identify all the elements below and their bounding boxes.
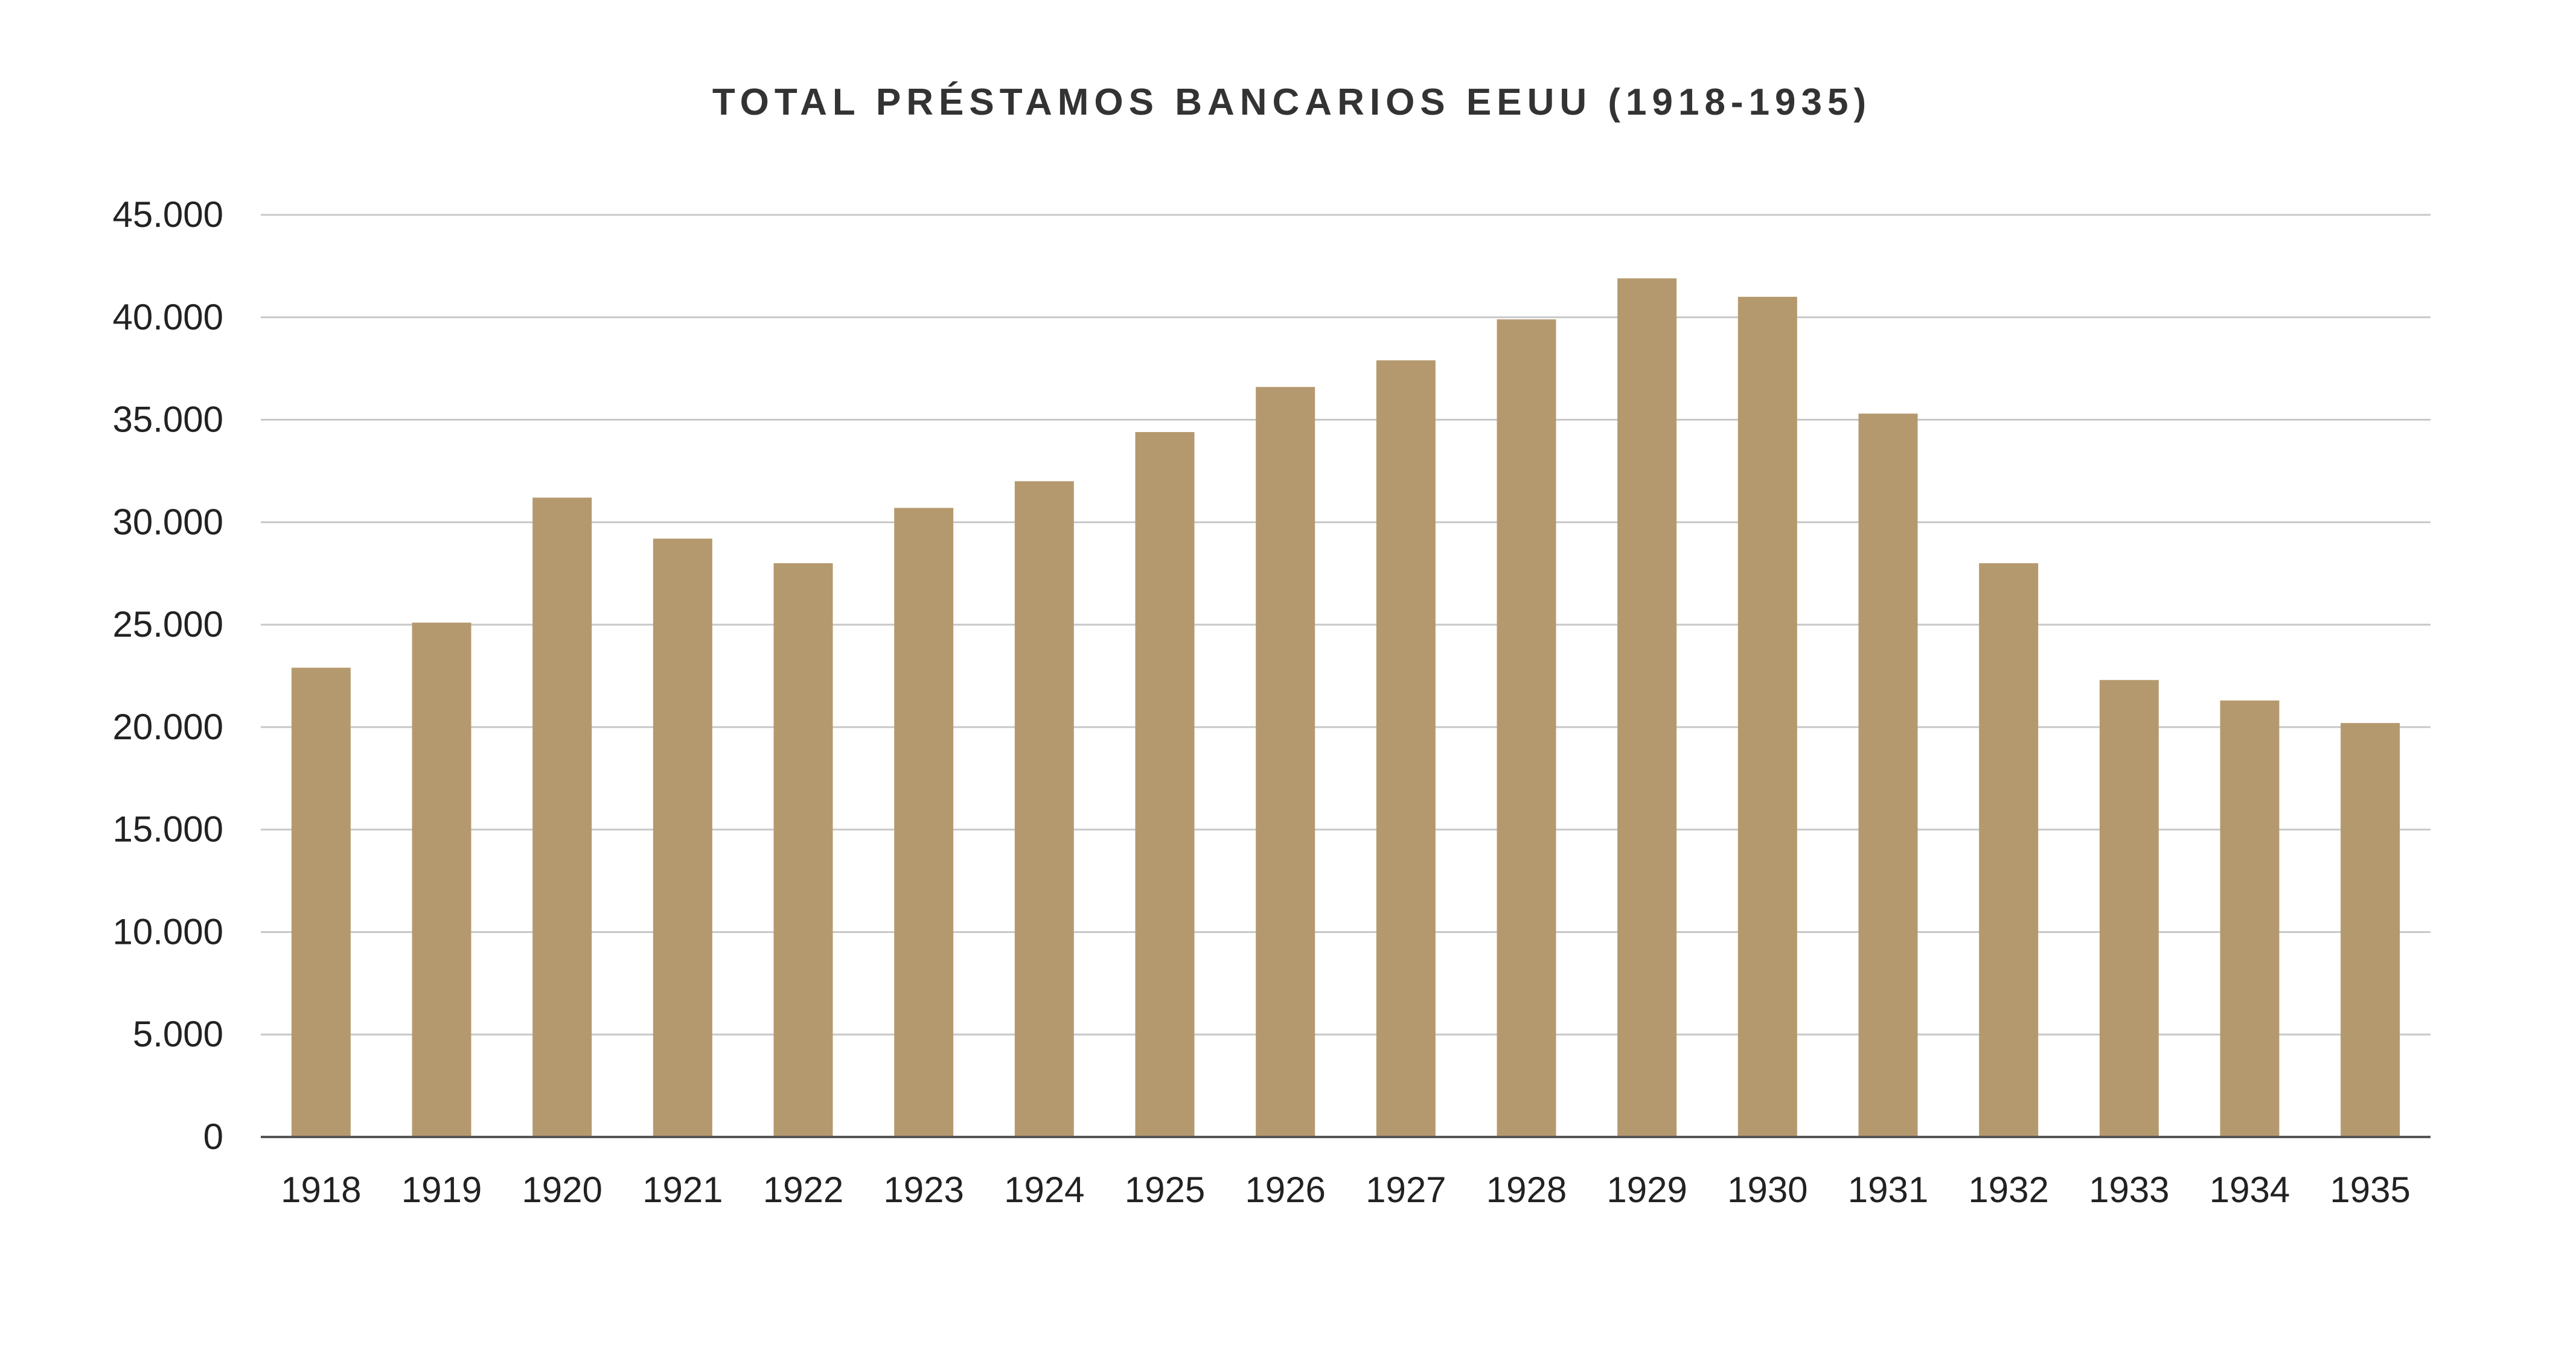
x-tick-label: 1919 (401, 1170, 482, 1210)
bar-1926 (1256, 387, 1315, 1137)
y-tick-label: 35.000 (112, 400, 223, 440)
x-tick-label: 1929 (1606, 1170, 1687, 1210)
bar-1919 (412, 622, 471, 1137)
bar-1925 (1135, 431, 1195, 1137)
bar-1924 (1014, 481, 1074, 1137)
y-axis-tick-labels: 0 5.000 10.000 15.000 20.000 25.000 30.000 35.0… (112, 194, 223, 1157)
x-tick-label: 1932 (1968, 1170, 2048, 1210)
bar-1922 (773, 563, 833, 1137)
y-tick-label: 20.000 (112, 707, 223, 747)
bar-1932 (1979, 563, 2039, 1137)
x-tick-label: 1918 (281, 1170, 361, 1210)
gridlines (261, 214, 2431, 1036)
y-tick-label: 30.000 (112, 501, 223, 542)
y-tick-label: 45.000 (112, 194, 223, 235)
x-axis-tick-labels: 1918 1919 1920 1921 1922 1923 1924 1925 1926 1927… (281, 1170, 2411, 1210)
bar-1928 (1497, 319, 1556, 1137)
bar-1935 (2341, 723, 2400, 1137)
x-tick-label: 1922 (763, 1170, 843, 1210)
y-tick-label: 0 (203, 1116, 223, 1157)
bar-1930 (1737, 296, 1797, 1137)
x-tick-label: 1925 (1125, 1170, 1205, 1210)
x-tick-label: 1927 (1366, 1170, 1446, 1210)
x-tick-label: 1921 (642, 1170, 723, 1210)
bar-1920 (532, 497, 592, 1137)
bar-1927 (1376, 360, 1436, 1137)
bar-1933 (2099, 680, 2159, 1137)
bar-1923 (894, 508, 954, 1137)
bar-1918 (291, 667, 351, 1137)
y-tick-label: 40.000 (112, 297, 223, 337)
x-tick-label: 1935 (2330, 1170, 2410, 1210)
bar-1934 (2220, 700, 2280, 1137)
y-tick-label: 5.000 (133, 1014, 223, 1054)
x-tick-label: 1930 (1727, 1170, 1807, 1210)
x-tick-label: 1933 (2089, 1170, 2169, 1210)
y-tick-label: 15.000 (112, 809, 223, 850)
y-tick-label: 25.000 (112, 604, 223, 645)
x-tick-label: 1924 (1004, 1170, 1084, 1210)
chart-title: TOTAL PRÉSTAMOS BANCARIOS EEUU (1918-193… (712, 81, 1871, 123)
x-tick-label: 1923 (883, 1170, 964, 1210)
bar-1921 (653, 538, 712, 1137)
bars (291, 278, 2400, 1137)
x-tick-label: 1931 (1848, 1170, 1928, 1210)
x-tick-label: 1926 (1245, 1170, 1325, 1210)
bar-1929 (1617, 278, 1677, 1137)
bar-1931 (1858, 413, 1918, 1137)
y-tick-label: 10.000 (112, 911, 223, 952)
x-tick-label: 1920 (522, 1170, 602, 1210)
x-tick-label: 1928 (1486, 1170, 1567, 1210)
x-tick-label: 1934 (2210, 1170, 2290, 1210)
